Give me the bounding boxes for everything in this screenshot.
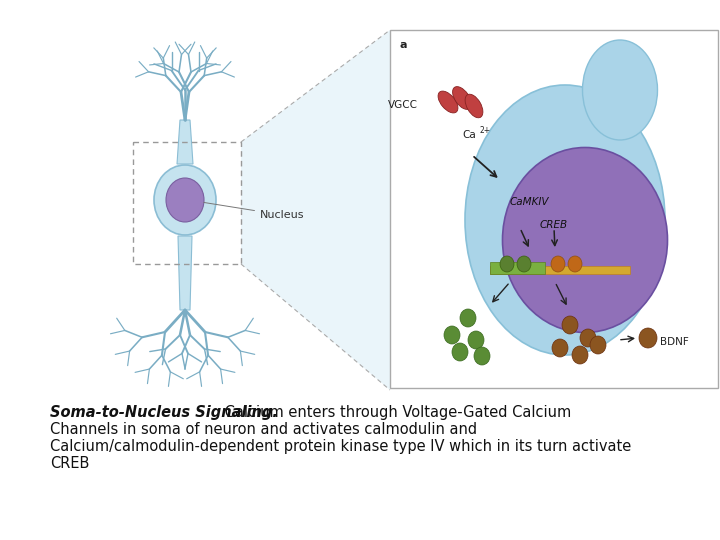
Text: CREB: CREB [50,456,89,471]
Ellipse shape [639,328,657,348]
Ellipse shape [568,256,582,272]
Ellipse shape [580,329,596,347]
Text: CREB: CREB [540,220,568,230]
Polygon shape [178,236,192,310]
Bar [490,266,630,274]
Ellipse shape [551,256,565,272]
Ellipse shape [465,85,665,355]
Ellipse shape [444,326,460,344]
Text: VGCC: VGCC [388,100,418,110]
Bar [133,142,241,264]
Text: Soma-to-Nucleus Signaling.: Soma-to-Nucleus Signaling. [50,405,278,420]
Ellipse shape [166,178,204,222]
Ellipse shape [562,316,578,334]
Ellipse shape [517,256,531,272]
Ellipse shape [552,339,568,357]
Ellipse shape [468,331,484,349]
Text: Ca: Ca [462,130,476,140]
Ellipse shape [582,40,657,140]
Polygon shape [241,30,390,390]
Ellipse shape [460,309,476,327]
Text: a: a [400,40,408,50]
Ellipse shape [452,343,468,361]
Ellipse shape [474,347,490,365]
Text: Nucleus: Nucleus [204,202,305,220]
Text: 2+: 2+ [479,126,490,135]
Ellipse shape [453,86,472,110]
Text: CaMKIV: CaMKIV [510,197,549,207]
Text: Calcium/calmodulin-dependent protein kinase type IV which in its turn activate: Calcium/calmodulin-dependent protein kin… [50,439,631,454]
Ellipse shape [572,346,588,364]
Ellipse shape [465,94,483,118]
Ellipse shape [590,336,606,354]
Text: Channels in soma of neuron and activates calmodulin and: Channels in soma of neuron and activates… [50,422,477,437]
Ellipse shape [503,147,667,333]
Ellipse shape [154,165,216,235]
Ellipse shape [500,256,514,272]
Text: Calcium enters through Voltage-Gated Calcium: Calcium enters through Voltage-Gated Cal… [220,405,572,420]
Polygon shape [177,120,193,164]
Ellipse shape [438,91,458,113]
Bar [490,262,545,274]
Bar [390,30,718,388]
Text: BDNF: BDNF [660,337,689,347]
